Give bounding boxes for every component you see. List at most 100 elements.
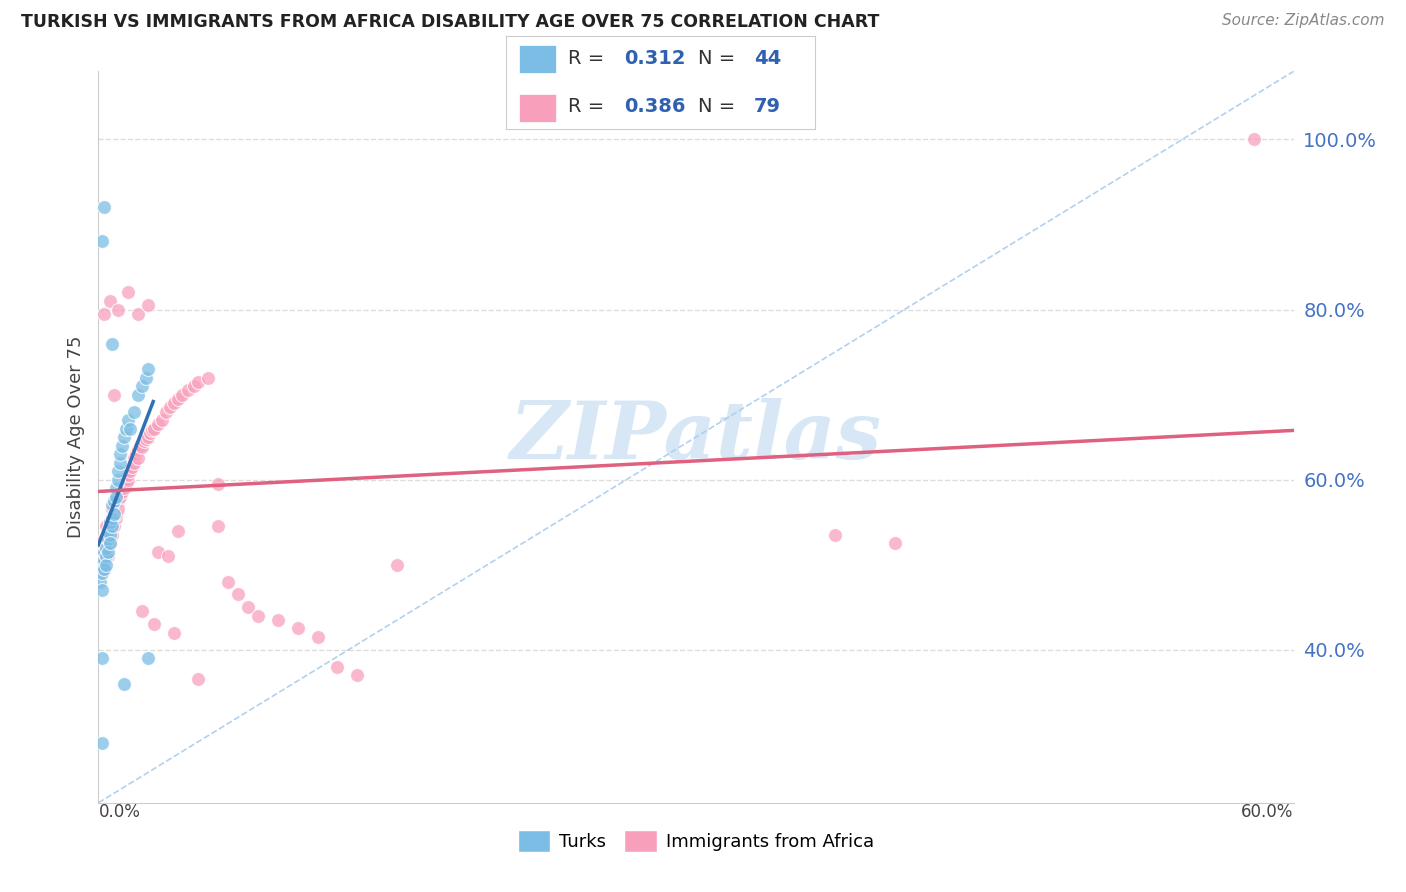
Text: Source: ZipAtlas.com: Source: ZipAtlas.com — [1222, 13, 1385, 29]
Point — [124, 451, 146, 466]
Point — [97, 524, 120, 538]
Point — [93, 562, 115, 576]
Point — [97, 524, 120, 538]
Point — [98, 515, 122, 529]
Point — [127, 442, 149, 457]
Point — [91, 651, 114, 665]
Point — [112, 430, 135, 444]
Point — [111, 439, 134, 453]
FancyBboxPatch shape — [519, 94, 555, 122]
Point — [143, 617, 166, 632]
Point — [110, 447, 132, 461]
Point — [93, 562, 115, 576]
Point — [97, 532, 120, 546]
Point — [1243, 132, 1265, 146]
Point — [131, 604, 153, 618]
Point — [107, 473, 129, 487]
Point — [96, 549, 118, 563]
Point — [187, 673, 209, 687]
Point — [120, 421, 142, 435]
Point — [98, 536, 122, 550]
Point — [91, 583, 114, 598]
Point — [91, 558, 114, 572]
Point — [112, 481, 135, 495]
Text: N =: N = — [697, 49, 741, 68]
Point — [98, 536, 122, 550]
Point — [131, 440, 153, 454]
Point — [183, 379, 205, 393]
Point — [163, 625, 186, 640]
Point — [121, 459, 143, 474]
Point — [155, 404, 177, 418]
Point — [96, 541, 118, 555]
Text: 79: 79 — [754, 97, 780, 116]
Point — [207, 519, 229, 533]
Text: 0.312: 0.312 — [624, 49, 685, 68]
Point — [167, 392, 190, 406]
Point — [101, 528, 124, 542]
Point — [217, 574, 239, 589]
Point — [177, 384, 200, 398]
Point — [124, 404, 146, 418]
Point — [107, 464, 129, 478]
Point — [135, 432, 157, 446]
Point — [187, 375, 209, 389]
Point — [101, 502, 124, 516]
Point — [110, 490, 132, 504]
Point — [207, 476, 229, 491]
Point — [136, 430, 159, 444]
Point — [117, 285, 139, 300]
Point — [115, 476, 138, 491]
Point — [98, 293, 122, 308]
Point — [287, 622, 309, 636]
Point — [103, 498, 125, 512]
Point — [167, 524, 190, 538]
Point — [93, 545, 115, 559]
FancyBboxPatch shape — [519, 45, 555, 73]
Point — [93, 201, 115, 215]
Point — [91, 558, 114, 572]
Point — [115, 421, 138, 435]
Point — [103, 387, 125, 401]
Text: R =: R = — [568, 97, 610, 116]
Point — [96, 558, 118, 572]
Text: R =: R = — [568, 49, 610, 68]
Point — [136, 298, 159, 312]
Point — [124, 456, 146, 470]
Point — [97, 549, 120, 563]
Text: ZIPatlas: ZIPatlas — [510, 399, 882, 475]
Point — [148, 545, 170, 559]
Point — [159, 401, 181, 415]
Point — [107, 494, 129, 508]
Point — [127, 387, 149, 401]
Point — [129, 439, 152, 453]
Text: N =: N = — [697, 97, 741, 116]
Point — [326, 659, 349, 673]
Point — [96, 541, 118, 555]
Point — [117, 468, 139, 483]
Point — [93, 553, 115, 567]
Text: 0.386: 0.386 — [624, 97, 685, 116]
Text: TURKISH VS IMMIGRANTS FROM AFRICA DISABILITY AGE OVER 75 CORRELATION CHART: TURKISH VS IMMIGRANTS FROM AFRICA DISABI… — [21, 13, 880, 31]
Point — [136, 362, 159, 376]
Point — [246, 608, 269, 623]
Point — [91, 736, 114, 750]
Point — [96, 519, 118, 533]
Point — [136, 651, 159, 665]
Point — [105, 507, 128, 521]
Point — [157, 549, 180, 563]
Point — [131, 379, 153, 393]
Point — [117, 473, 139, 487]
Point — [93, 532, 115, 546]
Point — [163, 396, 186, 410]
Text: 60.0%: 60.0% — [1241, 803, 1294, 821]
Point — [134, 434, 156, 449]
Point — [307, 630, 329, 644]
Point — [105, 511, 128, 525]
Point — [91, 566, 114, 581]
Point — [91, 235, 114, 249]
Point — [101, 498, 124, 512]
Point — [101, 336, 124, 351]
Point — [101, 519, 124, 533]
Point — [141, 423, 163, 437]
